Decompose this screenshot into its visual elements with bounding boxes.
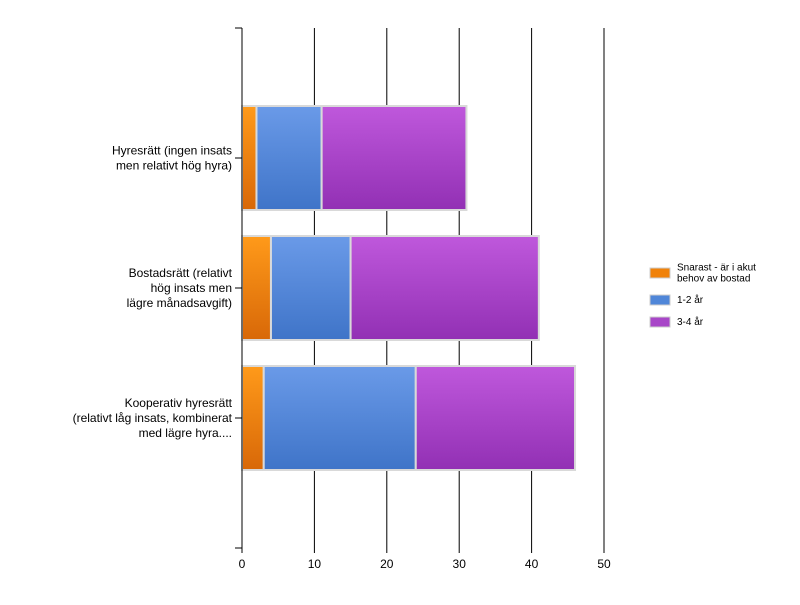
bar-segment [320,105,468,211]
category-label-line: Hyresrätt (ingen insats [112,144,232,158]
legend-label: 1-2 år [677,294,704,306]
category-label-line: Kooperativ hyresrätt [125,396,233,410]
legend-swatch [649,294,671,306]
bar-segment [414,365,577,471]
category-label: Bostadsrätt (relativt hög insats men lägre… [127,266,233,310]
legend-label-line: 1-2 år [677,294,704,306]
bar-segment [255,105,323,211]
category-label: Kooperativ hyresrätt (relativt låg insats… [73,396,233,440]
category-label-line: men relativt hög hyra) [116,159,232,173]
legend-label-line: 3-4 år [677,316,704,328]
legend-label: Snarast - är i akut behov av bostad [677,263,756,285]
bar-segment [241,105,258,211]
category-label-line: Bostadsrätt (relativt [129,266,233,280]
bar-segment [262,365,417,471]
bar-segment [241,365,265,471]
category-label-line: lägre månadsavgift) [127,296,232,310]
x-tick-label: 50 [597,557,611,571]
x-tick-label: 10 [308,557,322,571]
category-label-line: (relativt låg insats, kombinerat [73,411,233,425]
category-label: Hyresrätt (ingen insats men relativt hög … [112,144,232,173]
x-tick-label: 30 [453,557,467,571]
bar-segment [269,235,352,341]
bar-segment [241,235,272,341]
legend-label-line: Snarast - är i akut [677,263,756,274]
legend-swatch [649,267,671,279]
x-tick-label: 20 [380,557,394,571]
x-tick-label: 0 [239,557,246,571]
x-tick-label: 40 [525,557,539,571]
category-label-line: hög insats men [151,281,232,295]
bar-segment [349,235,540,341]
legend-label: 3-4 år [677,316,704,328]
legend-label-line: behov av bostad [677,274,750,285]
category-label-line: med lägre hyra.... [139,426,232,440]
legend-swatch [649,316,671,328]
